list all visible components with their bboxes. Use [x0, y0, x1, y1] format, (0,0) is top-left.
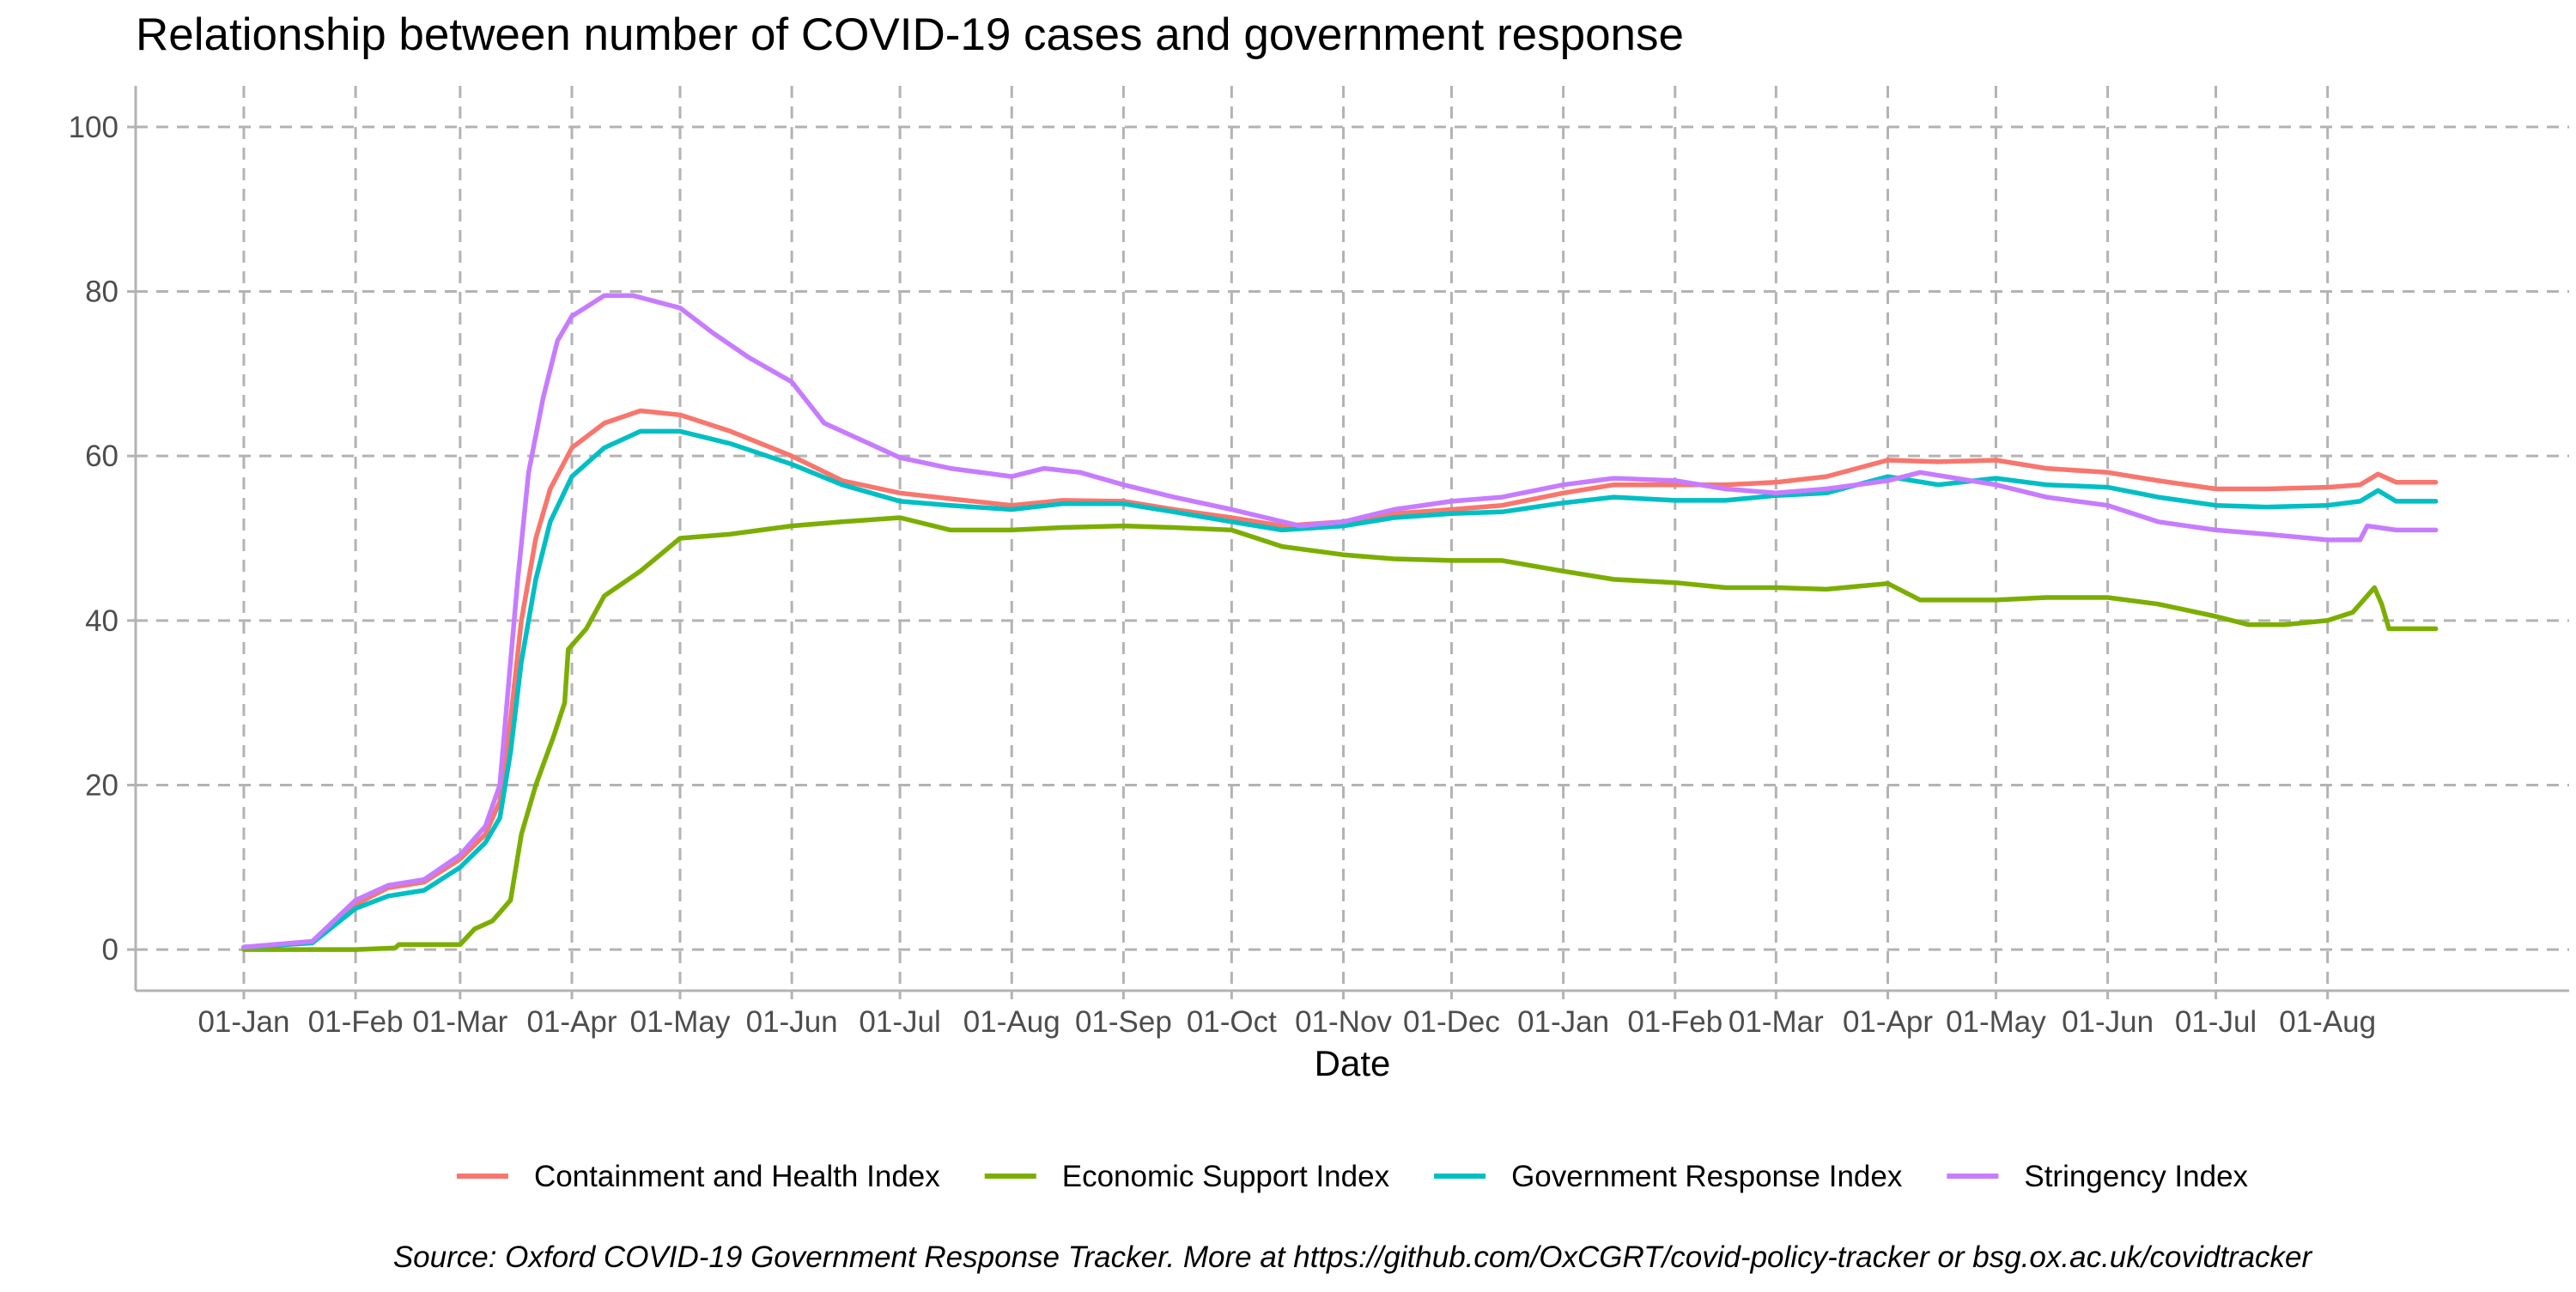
x-tick-label: 01-Jun — [2062, 1005, 2154, 1039]
x-tick-label: 01-Dec — [1403, 1005, 1500, 1039]
x-tick-label: 01-May — [630, 1005, 731, 1039]
x-tick-label: 01-Mar — [412, 1005, 507, 1039]
x-tick-label: 01-Nov — [1295, 1005, 1392, 1039]
x-axis-title: Date — [1315, 1043, 1391, 1083]
x-tick-label: 01-Jul — [2175, 1005, 2257, 1039]
legend-label: Economic Support Index — [1062, 1160, 1390, 1193]
x-tick-label: 01-Oct — [1187, 1005, 1277, 1039]
y-tick-label: 20 — [85, 768, 118, 802]
x-tick-label: 01-Aug — [963, 1005, 1060, 1039]
chart-title: Relationship between number of COVID-19 … — [136, 9, 1684, 60]
x-tick-label: 01-Apr — [1843, 1005, 1933, 1039]
y-tick-label: 100 — [69, 111, 118, 144]
x-tick-label: 01-Feb — [1627, 1005, 1722, 1039]
chart-caption: Source: Oxford COVID-19 Government Respo… — [393, 1240, 2313, 1274]
series-line-2 — [241, 428, 2439, 949]
series-line-0 — [241, 408, 2439, 949]
y-tick-label: 60 — [85, 440, 118, 473]
x-tick-label: 01-Sep — [1075, 1005, 1172, 1039]
series-layer — [241, 293, 2439, 952]
x-tick-label: 01-May — [1946, 1005, 2046, 1039]
legend-label: Containment and Health Index — [534, 1160, 940, 1193]
grid-layer — [136, 86, 2569, 991]
x-tick-label: 01-Jan — [1517, 1005, 1609, 1039]
y-tick-label: 0 — [102, 933, 118, 967]
series-line-1 — [241, 515, 2439, 952]
legend: Containment and Health Index Economic Sup… — [456, 1160, 2249, 1193]
x-tick-label: 01-Jan — [197, 1005, 289, 1039]
x-tick-label: 01-Jul — [859, 1005, 940, 1039]
x-tick-label: 01-Feb — [308, 1005, 404, 1039]
x-tick-label: 01-Mar — [1728, 1005, 1824, 1039]
x-tick-label: 01-Aug — [2279, 1005, 2376, 1039]
x-tick-label: 01-Apr — [526, 1005, 617, 1039]
series-line-3 — [241, 293, 2439, 949]
legend-label: Stringency Index — [2024, 1160, 2248, 1193]
x-tick-label: 01-Jun — [746, 1005, 838, 1039]
y-tick-label: 40 — [85, 604, 118, 638]
y-tick-label: 80 — [85, 276, 118, 309]
legend-label: Government Response Index — [1511, 1160, 1903, 1193]
